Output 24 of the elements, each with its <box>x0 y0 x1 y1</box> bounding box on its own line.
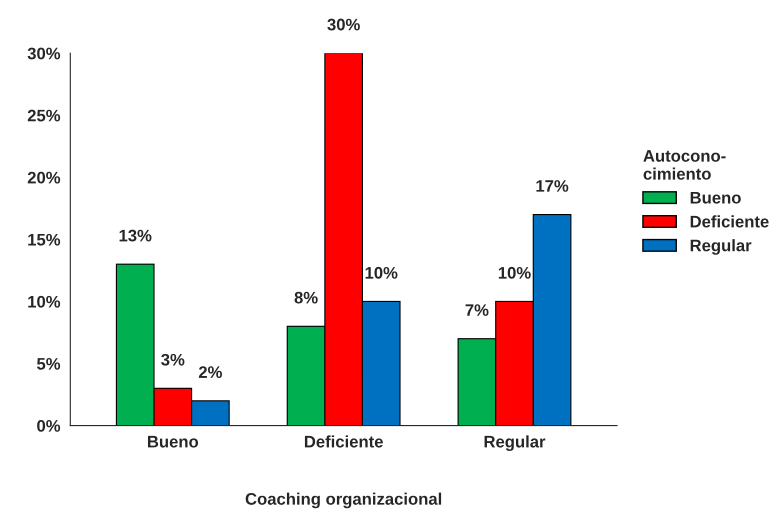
data-label: 10% <box>366 266 398 279</box>
y-tick-label: 20% <box>28 172 60 184</box>
data-label: 8% <box>294 292 318 304</box>
data-label: 13% <box>120 230 152 242</box>
y-tick-label: 10% <box>28 296 60 308</box>
data-label: 2% <box>198 366 222 378</box>
y-tick-label: 30% <box>28 48 60 60</box>
data-label: 10% <box>498 266 531 279</box>
y-tick-label: 25% <box>28 110 60 122</box>
data-label: 7% <box>466 304 489 316</box>
data-label: 3% <box>161 354 184 366</box>
legend-label: Deficiente <box>690 215 769 228</box>
data-label: 30% <box>327 18 360 30</box>
x-axis-title: Coaching organizacional <box>246 492 442 508</box>
legend-label: Regular <box>690 239 752 255</box>
x-tick-label: Deficiente <box>304 435 383 448</box>
legend-label: Bueno <box>690 192 741 204</box>
y-tick-label: 0% <box>37 420 60 432</box>
y-tick-label: 5% <box>36 358 60 370</box>
legend-title: Autocono- cimiento <box>643 150 726 180</box>
data-label: 17% <box>536 180 568 192</box>
x-tick-label: Regular <box>484 435 546 451</box>
x-tick-label: Bueno <box>148 436 198 448</box>
y-tick-label: 15% <box>28 234 60 246</box>
